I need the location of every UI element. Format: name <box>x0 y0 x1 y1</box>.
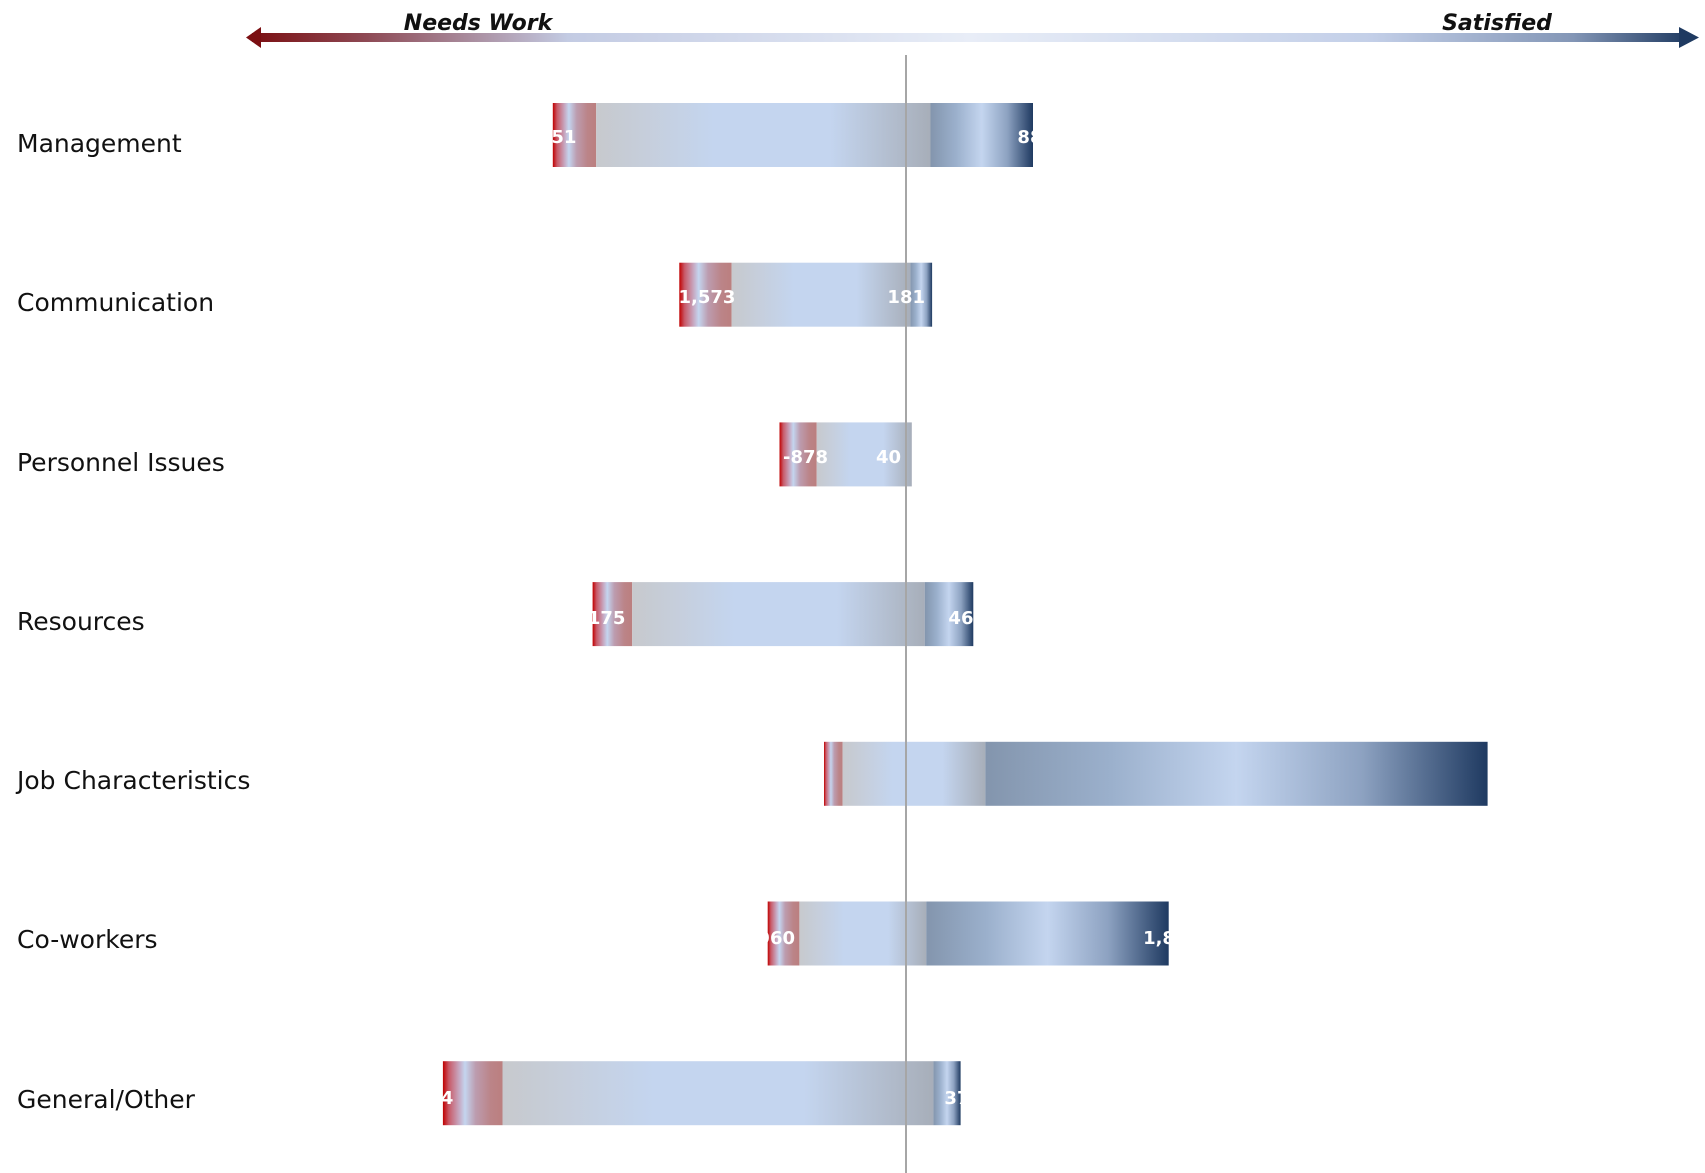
bar-positive <box>933 1061 961 1126</box>
value-label-negative: -569 <box>750 768 795 789</box>
value-label-negative: -960 <box>750 928 795 949</box>
value-label-negative: -2,175 <box>561 608 625 629</box>
needs-work-label: Needs Work <box>404 11 554 36</box>
bar-negative <box>592 582 633 647</box>
satisfied-label: Satisfied <box>1442 11 1552 36</box>
direction-arrow-shaft <box>252 33 1688 42</box>
value-label-positive: 881 <box>1017 127 1055 148</box>
category-labels: Management Communication Personnel Issue… <box>15 129 250 1114</box>
direction-arrow-right-head <box>1679 27 1699 48</box>
value-label-positive: 379 <box>944 1088 982 1109</box>
bar-negative <box>767 901 800 966</box>
bar-positive <box>985 741 1488 806</box>
bars-group <box>442 103 1488 1126</box>
bar-positive <box>910 262 933 327</box>
bar-negative <box>442 1061 503 1126</box>
bar-positive <box>926 901 1169 966</box>
value-label-negative: -2,451 <box>512 127 576 148</box>
bar-negative <box>824 741 843 806</box>
value-label-positive: 40 <box>876 447 901 468</box>
value-label-negative: -878 <box>783 447 828 468</box>
category-label: Communication <box>17 288 214 317</box>
bar-neutral <box>816 422 912 487</box>
bar-positive <box>924 582 974 647</box>
direction-arrow <box>246 27 1699 48</box>
bar-positive <box>930 103 1033 167</box>
bar-neutral <box>799 901 927 966</box>
category-label: Co-workers <box>17 925 158 954</box>
bar-neutral <box>842 741 986 806</box>
value-label-positive: 1,823 <box>1143 928 1200 949</box>
direction-arrow-left-head <box>246 27 261 48</box>
bar-negative <box>779 422 817 487</box>
bar-neutral <box>731 262 911 327</box>
value-label-negative: -1,573 <box>671 287 735 308</box>
bar-negative <box>552 103 597 167</box>
category-label: General/Other <box>17 1085 196 1114</box>
value-label-positive: 181 <box>887 287 925 308</box>
bar-neutral <box>502 1061 934 1126</box>
value-label-positive: 4,036 <box>1549 768 1606 789</box>
category-label: Resources <box>17 607 145 636</box>
bar-negative <box>679 262 732 327</box>
value-label-positive: 467 <box>948 608 986 629</box>
category-label: Management <box>17 129 182 158</box>
bar-neutral <box>632 582 925 647</box>
bar-neutral <box>596 103 931 167</box>
value-labels: -2,451 881 -1,573 181 -878 40 -2,175 467… <box>389 127 1606 1109</box>
category-label: Personnel Issues <box>17 448 225 477</box>
value-label-negative: -3,214 <box>389 1088 453 1109</box>
category-label: Job Characteristics <box>15 766 250 795</box>
